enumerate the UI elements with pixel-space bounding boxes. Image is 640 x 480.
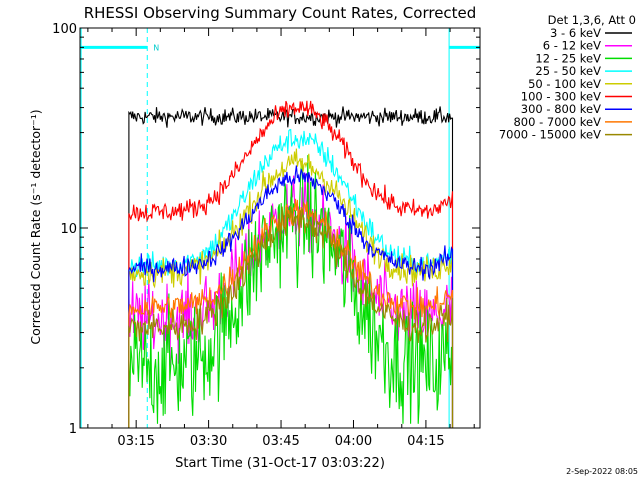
x-tick-label: 03:45 <box>262 434 299 449</box>
legend-label: 800 - 7000 keV <box>513 115 601 129</box>
footer-date: 2-Sep-2022 08:05 <box>566 467 638 476</box>
chart-title: RHESSI Observing Summary Count Rates, Co… <box>84 4 477 22</box>
x-tick-label: 04:00 <box>335 434 372 449</box>
legend-title: Det 1,3,6, Att 0 <box>548 13 636 27</box>
x-tick-label: 04:15 <box>407 434 444 449</box>
y-tick-label: 1 <box>69 422 77 437</box>
series-line <box>128 165 454 428</box>
series-line <box>128 100 454 428</box>
x-tick-label: 03:15 <box>117 434 154 449</box>
night-label: N <box>153 43 159 52</box>
y-axis-label: Corrected Count Rate (s⁻¹ detector⁻¹) <box>28 109 43 344</box>
legend-label: 300 - 800 keV <box>521 102 601 116</box>
legend-label: 100 - 300 keV <box>521 90 601 104</box>
series-line <box>128 206 454 428</box>
legend-label: 7000 - 15000 keV <box>499 128 601 142</box>
legend-label: 12 - 25 keV <box>535 51 601 65</box>
legend-label: 3 - 6 keV <box>550 26 601 40</box>
x-axis-label: Start Time (31-Oct-17 03:03:22) <box>175 456 385 471</box>
y-tick-label: 10 <box>60 222 77 237</box>
legend-label: 6 - 12 keV <box>543 39 601 53</box>
series-line <box>128 155 454 428</box>
x-tick-label: 03:30 <box>190 434 227 449</box>
legend-label: 50 - 100 keV <box>528 77 601 91</box>
y-tick-label: 100 <box>52 22 77 37</box>
plot-area: N <box>80 28 480 428</box>
legend-label: 25 - 50 keV <box>535 64 601 78</box>
series-line <box>128 106 454 428</box>
axes: 1 10 100 03:15 03:30 03:45 04:00 04:15 <box>52 22 480 449</box>
